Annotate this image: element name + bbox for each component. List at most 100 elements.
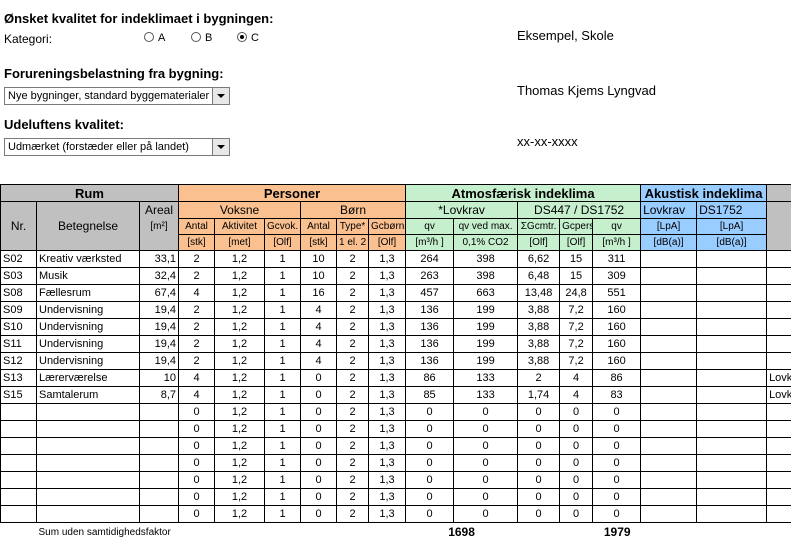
- cell-gcv[interactable]: 1: [264, 369, 301, 387]
- cell-qvmax[interactable]: 133: [453, 386, 519, 404]
- radio-b-circle[interactable]: [191, 32, 201, 42]
- cell-qvmax[interactable]: 0: [453, 505, 519, 523]
- cell-name[interactable]: Fællesrum: [36, 284, 140, 302]
- cell-antal2[interactable]: 10: [300, 250, 337, 268]
- cell-antal2[interactable]: 0: [300, 437, 337, 455]
- cell-gcv[interactable]: 1: [264, 505, 301, 523]
- cell-qvmax[interactable]: 0: [453, 471, 519, 489]
- cell-nr[interactable]: [0, 420, 37, 438]
- cell-qv[interactable]: 0: [405, 488, 455, 506]
- cell-empty[interactable]: [640, 454, 698, 472]
- cell-empty[interactable]: [640, 369, 698, 387]
- cell-gcv[interactable]: 1: [264, 437, 301, 455]
- cell-sgc[interactable]: 3,88: [517, 318, 561, 336]
- cell-empty[interactable]: [696, 369, 768, 387]
- cell-type[interactable]: 2: [336, 267, 369, 285]
- cell-qvmax[interactable]: 199: [453, 301, 519, 319]
- cell-antal2[interactable]: 0: [300, 403, 337, 421]
- cell-nr[interactable]: [0, 437, 37, 455]
- cell-qv2[interactable]: 86: [592, 369, 642, 387]
- cell-gcp[interactable]: 0: [559, 454, 594, 472]
- cell-name[interactable]: [36, 420, 140, 438]
- cell-antal2[interactable]: 4: [300, 301, 337, 319]
- cell-type[interactable]: 2: [336, 437, 369, 455]
- cell-gcb[interactable]: 1,3: [367, 505, 407, 523]
- cell-gcb[interactable]: 1,3: [367, 420, 407, 438]
- cell-extra[interactable]: [766, 454, 791, 472]
- cell-name[interactable]: [36, 471, 140, 489]
- cell-qv[interactable]: 136: [405, 335, 455, 353]
- cell-antal2[interactable]: 4: [300, 352, 337, 370]
- cell-antal[interactable]: 2: [178, 301, 215, 319]
- cell-akt[interactable]: 1,2: [214, 267, 265, 285]
- cell-gcb[interactable]: 1,3: [367, 284, 407, 302]
- cell-akt[interactable]: 1,2: [214, 386, 265, 404]
- cell-qv2[interactable]: 160: [592, 335, 642, 353]
- cell-empty[interactable]: [640, 403, 698, 421]
- cell-nr[interactable]: S12: [0, 352, 37, 370]
- cell-areal[interactable]: 67,4: [139, 284, 179, 302]
- cell-areal[interactable]: 8,7: [139, 386, 179, 404]
- cell-areal[interactable]: 19,4: [139, 301, 179, 319]
- cell-gcp[interactable]: 4: [559, 369, 594, 387]
- cell-akt[interactable]: 1,2: [214, 454, 265, 472]
- cell-empty[interactable]: [640, 267, 698, 285]
- cell-qvmax[interactable]: 0: [453, 454, 519, 472]
- cell-type[interactable]: 2: [336, 352, 369, 370]
- cell-antal[interactable]: 4: [178, 284, 215, 302]
- cell-areal[interactable]: [139, 420, 179, 438]
- cell-empty[interactable]: [696, 250, 768, 268]
- cell-empty[interactable]: [640, 335, 698, 353]
- cell-name[interactable]: [36, 454, 140, 472]
- cell-empty[interactable]: [640, 437, 698, 455]
- cell-type[interactable]: 2: [336, 335, 369, 353]
- cell-empty[interactable]: [696, 420, 768, 438]
- cell-gcv[interactable]: 1: [264, 301, 301, 319]
- cell-qv2[interactable]: 551: [592, 284, 642, 302]
- cell-antal[interactable]: 0: [178, 420, 215, 438]
- cell-akt[interactable]: 1,2: [214, 471, 265, 489]
- cell-nr[interactable]: S11: [0, 335, 37, 353]
- cell-nr[interactable]: S13: [0, 369, 37, 387]
- cell-antal[interactable]: 2: [178, 352, 215, 370]
- cell-extra[interactable]: [766, 352, 791, 370]
- cell-sgc[interactable]: 0: [517, 403, 561, 421]
- cell-areal[interactable]: 10: [139, 369, 179, 387]
- cell-qv[interactable]: 0: [405, 437, 455, 455]
- cell-name[interactable]: [36, 437, 140, 455]
- cell-nr[interactable]: S15: [0, 386, 37, 404]
- cell-gcp[interactable]: 4: [559, 386, 594, 404]
- cell-gcv[interactable]: 1: [264, 454, 301, 472]
- cell-antal2[interactable]: 0: [300, 369, 337, 387]
- cell-sgc[interactable]: 6,62: [517, 250, 561, 268]
- cell-empty[interactable]: [696, 488, 768, 506]
- chevron-down-icon[interactable]: [212, 88, 229, 104]
- cell-empty[interactable]: [696, 318, 768, 336]
- cell-empty[interactable]: [640, 505, 698, 523]
- cell-extra[interactable]: [766, 437, 791, 455]
- cell-empty[interactable]: [696, 471, 768, 489]
- cell-type[interactable]: 2: [336, 454, 369, 472]
- cell-areal[interactable]: [139, 488, 179, 506]
- cell-nr[interactable]: [0, 403, 37, 421]
- cell-antal[interactable]: 0: [178, 488, 215, 506]
- cell-qv2[interactable]: 0: [592, 488, 642, 506]
- cell-name[interactable]: Kreativ værksted: [36, 250, 140, 268]
- cell-qv2[interactable]: 160: [592, 301, 642, 319]
- cell-qv[interactable]: 0: [405, 505, 455, 523]
- cell-gcp[interactable]: 15: [559, 267, 594, 285]
- cell-name[interactable]: [36, 505, 140, 523]
- cell-gcp[interactable]: 7,2: [559, 301, 594, 319]
- cell-qv2[interactable]: 0: [592, 454, 642, 472]
- pollution-dropdown[interactable]: Nye bygninger, standard byggematerialer: [4, 87, 230, 105]
- cell-akt[interactable]: 1,2: [214, 352, 265, 370]
- cell-name[interactable]: Musik: [36, 267, 140, 285]
- cell-qv[interactable]: 0: [405, 403, 455, 421]
- cell-areal[interactable]: [139, 437, 179, 455]
- cell-akt[interactable]: 1,2: [214, 318, 265, 336]
- cell-antal2[interactable]: 0: [300, 488, 337, 506]
- cell-gcv[interactable]: 1: [264, 284, 301, 302]
- cell-gcp[interactable]: 7,2: [559, 318, 594, 336]
- cell-sgc[interactable]: 0: [517, 471, 561, 489]
- cell-qvmax[interactable]: 0: [453, 403, 519, 421]
